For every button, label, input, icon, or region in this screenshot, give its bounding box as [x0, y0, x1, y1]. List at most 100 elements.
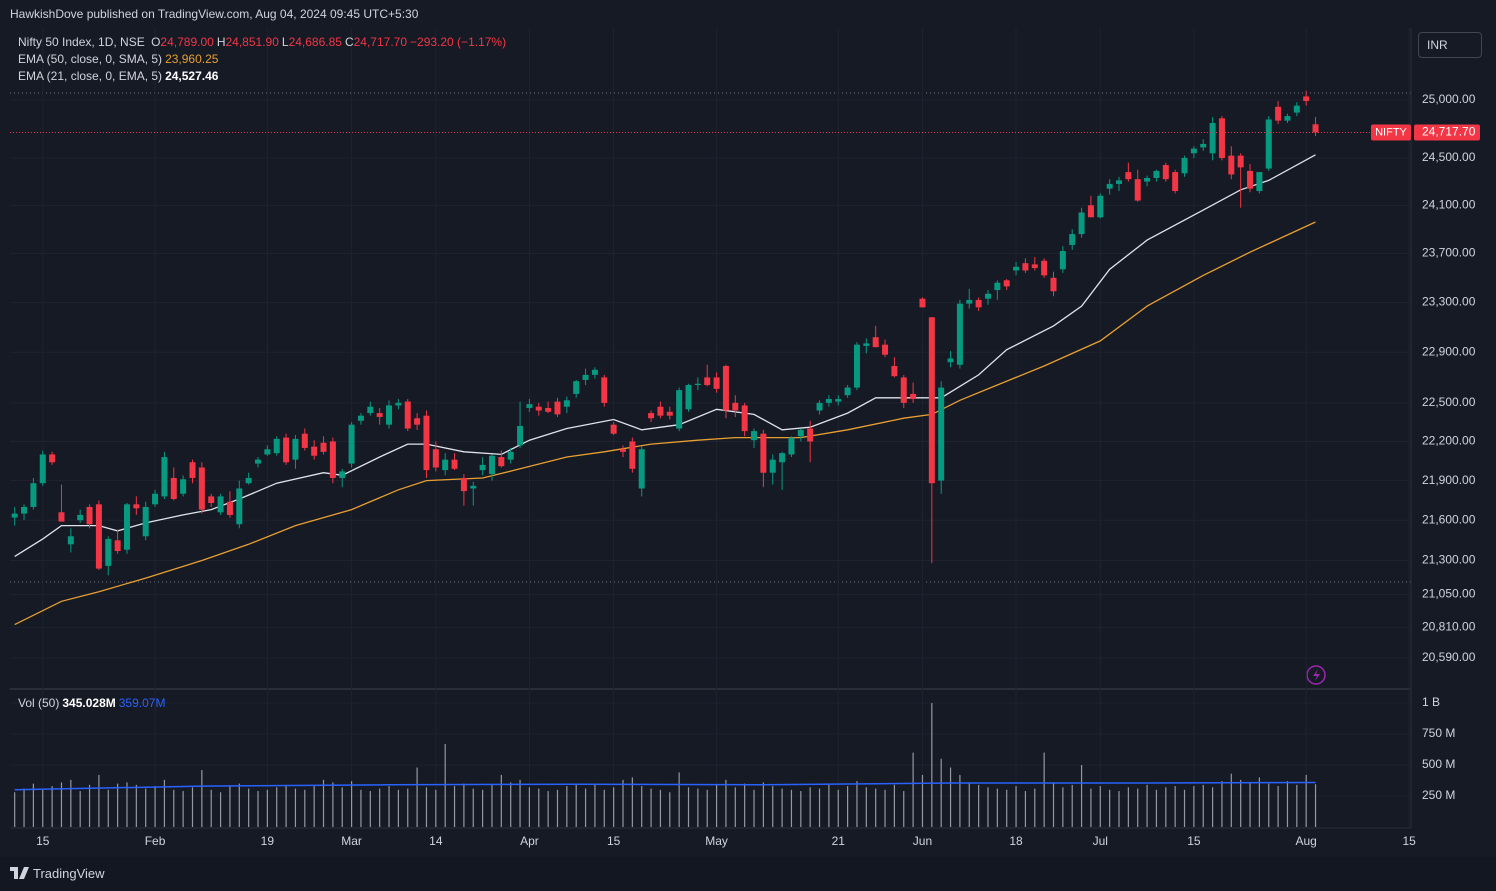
candle-body [1228, 155, 1235, 175]
candle-body [1237, 155, 1244, 168]
candle-body [133, 504, 140, 509]
candle-body [77, 514, 84, 521]
candle-body [1275, 106, 1282, 121]
candle-body [797, 429, 804, 437]
y-tick-label: 22,900.00 [1422, 344, 1476, 358]
candle-body [666, 411, 673, 416]
candle-body [938, 387, 945, 481]
candle-body [1190, 148, 1197, 154]
indicator-line [14, 154, 1316, 557]
candle-body [545, 407, 552, 412]
volume-tick-label: 1 B [1422, 695, 1440, 709]
symbol-legend: Nifty 50 Index, 1D, NSE O24,789.00 H24,85… [18, 35, 509, 49]
alert-icon[interactable] [1306, 665, 1326, 685]
currency-button[interactable]: INR [1418, 32, 1482, 58]
candle-body [582, 374, 589, 380]
candle-body [788, 437, 795, 455]
candle-body [255, 459, 262, 464]
y-tick-label: 21,900.00 [1422, 473, 1476, 487]
volume-tick-label: 250 M [1422, 788, 1455, 802]
marks: NIFTY 24,717.70 [10, 90, 1480, 827]
candle-body [1125, 172, 1132, 180]
candle-body [1181, 157, 1188, 174]
indicator-line [14, 221, 1316, 626]
candle-body [292, 438, 299, 460]
alert-bolt [1313, 669, 1320, 681]
candle-body [573, 381, 580, 394]
candle-body [208, 496, 215, 503]
y-tick-label: 20,590.00 [1422, 650, 1476, 664]
candle-body [629, 441, 636, 469]
ohlc-label: C [344, 35, 354, 49]
footer-brand: TradingView [33, 866, 105, 881]
candle-body [610, 424, 617, 434]
candle-body [1013, 266, 1020, 271]
candle-body [956, 303, 963, 365]
x-tick-label: 15 [1187, 834, 1201, 848]
candle-body [1087, 205, 1094, 218]
candle-body [1134, 179, 1141, 201]
candle-body [49, 454, 56, 463]
candle-body [320, 442, 327, 452]
candle-body [226, 501, 233, 515]
candle-body [882, 344, 889, 355]
candle-body [432, 449, 439, 468]
candle-body [1265, 119, 1272, 169]
candle-body [751, 431, 758, 441]
candle-body [732, 402, 739, 411]
candle-body [170, 477, 177, 500]
candle-body [39, 454, 46, 484]
ohlc-label: L [281, 35, 289, 49]
candle-body [58, 512, 65, 522]
candle-body [601, 377, 608, 403]
candle-body [1050, 277, 1057, 292]
y-tick-label: 25,000.00 [1422, 92, 1476, 106]
y-tick-label: 24,100.00 [1422, 197, 1476, 211]
candle-body [283, 437, 290, 463]
candle-body [722, 366, 729, 411]
candle-body [1041, 260, 1048, 276]
candle-body [470, 485, 477, 489]
candle-body [947, 358, 954, 363]
volume-tick-label: 750 M [1422, 726, 1455, 740]
grid: 25,000.00 24,500.00 24,100.00 23,700.00 23,3… [10, 28, 1476, 848]
candle-body [619, 449, 626, 452]
candle-body [1162, 165, 1169, 180]
candle-body [142, 506, 149, 537]
candle-body [11, 513, 18, 518]
candle-body [1209, 122, 1216, 154]
ema50-value: 23,960.25 [165, 52, 219, 66]
volume-ma-line [14, 781, 1316, 791]
candle-body [488, 455, 495, 475]
symbol: Nifty 50 Index, 1D, NSE [18, 35, 145, 49]
candle-body [386, 405, 393, 425]
candle-body [498, 457, 505, 467]
candle-body [30, 483, 37, 507]
candle-body [348, 424, 355, 464]
logo-icon [10, 867, 29, 879]
candle-body [1284, 116, 1291, 121]
candle-body [984, 293, 991, 299]
change: −293.20 (−1.17%) [410, 35, 507, 49]
candle-body [713, 377, 720, 389]
candle-body [376, 413, 383, 417]
candle-body [105, 538, 112, 566]
symbol-tag: NIFTY [1375, 126, 1407, 138]
ema50-name: EMA (50, close, 0, SMA, 5) [18, 52, 163, 66]
candle-body [198, 467, 205, 510]
candle-body [694, 383, 701, 386]
candle-body [853, 344, 860, 388]
symbol-tag-bg [1371, 124, 1411, 141]
candle-body [423, 415, 430, 471]
candle-body [395, 402, 402, 406]
candle-body [526, 404, 533, 408]
candle-body [1069, 234, 1076, 245]
y-tick-label: 21,050.00 [1422, 587, 1476, 601]
candle-body [414, 418, 421, 425]
price-tag-bg [1414, 124, 1480, 141]
ema21-name: EMA (21, close, 0, EMA, 5) [18, 69, 163, 83]
y-tick-label: 23,300.00 [1422, 295, 1476, 309]
y-tick-label: 20,810.00 [1422, 620, 1476, 634]
volume-legend: Vol (50) 345.028M 359.07M [18, 696, 168, 710]
